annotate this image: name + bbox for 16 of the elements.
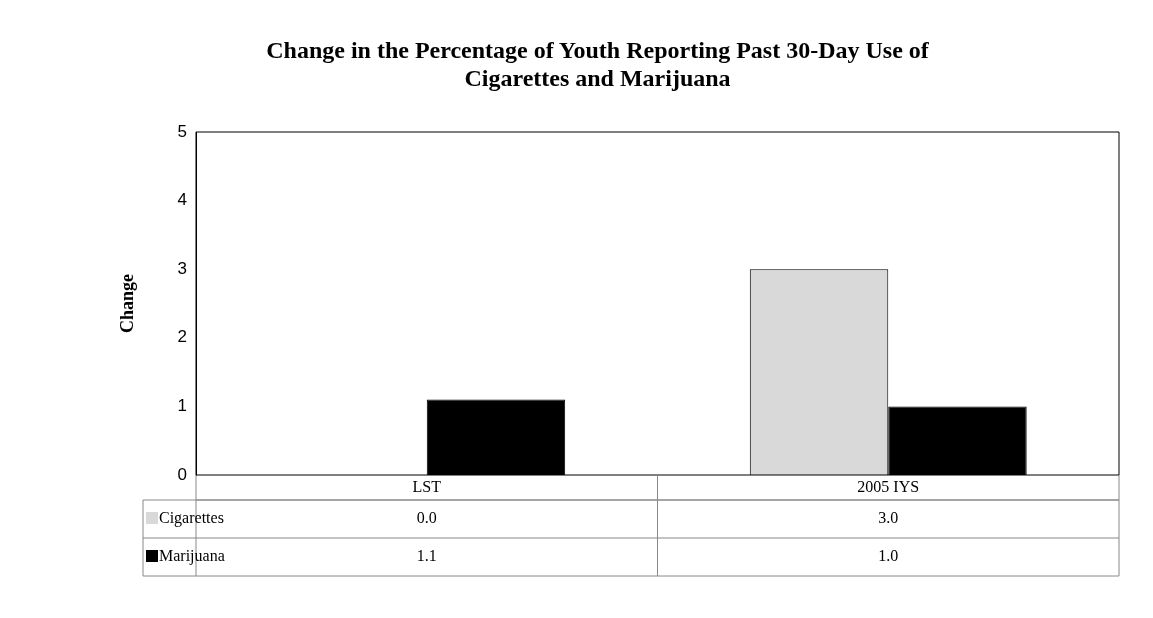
y-tick-label: 5 (177, 121, 187, 141)
legend-label: Cigarettes (159, 509, 224, 528)
x-tick-label: 2005 IYS (857, 477, 920, 495)
y-tick-label: 1 (177, 396, 187, 416)
data-label: 0.0 (416, 509, 437, 527)
x-tick-label: LST (412, 477, 442, 495)
y-tick-label: 2 (177, 327, 187, 347)
data-label: 1.1 (416, 547, 437, 565)
data-label: 3.0 (878, 509, 899, 527)
y-axis-title: Change (116, 273, 137, 334)
y-tick-label: 3 (177, 258, 187, 278)
legend-label: Marijuana (159, 547, 225, 566)
data-label: 1.0 (878, 547, 899, 565)
y-tick-label: 4 (177, 190, 187, 210)
y-tick-label: 0 (177, 464, 187, 484)
chart-title: Change in the Percentage of Youth Reporting Past 30-Day Use of Cigarettes and Marijuana (266, 37, 930, 92)
